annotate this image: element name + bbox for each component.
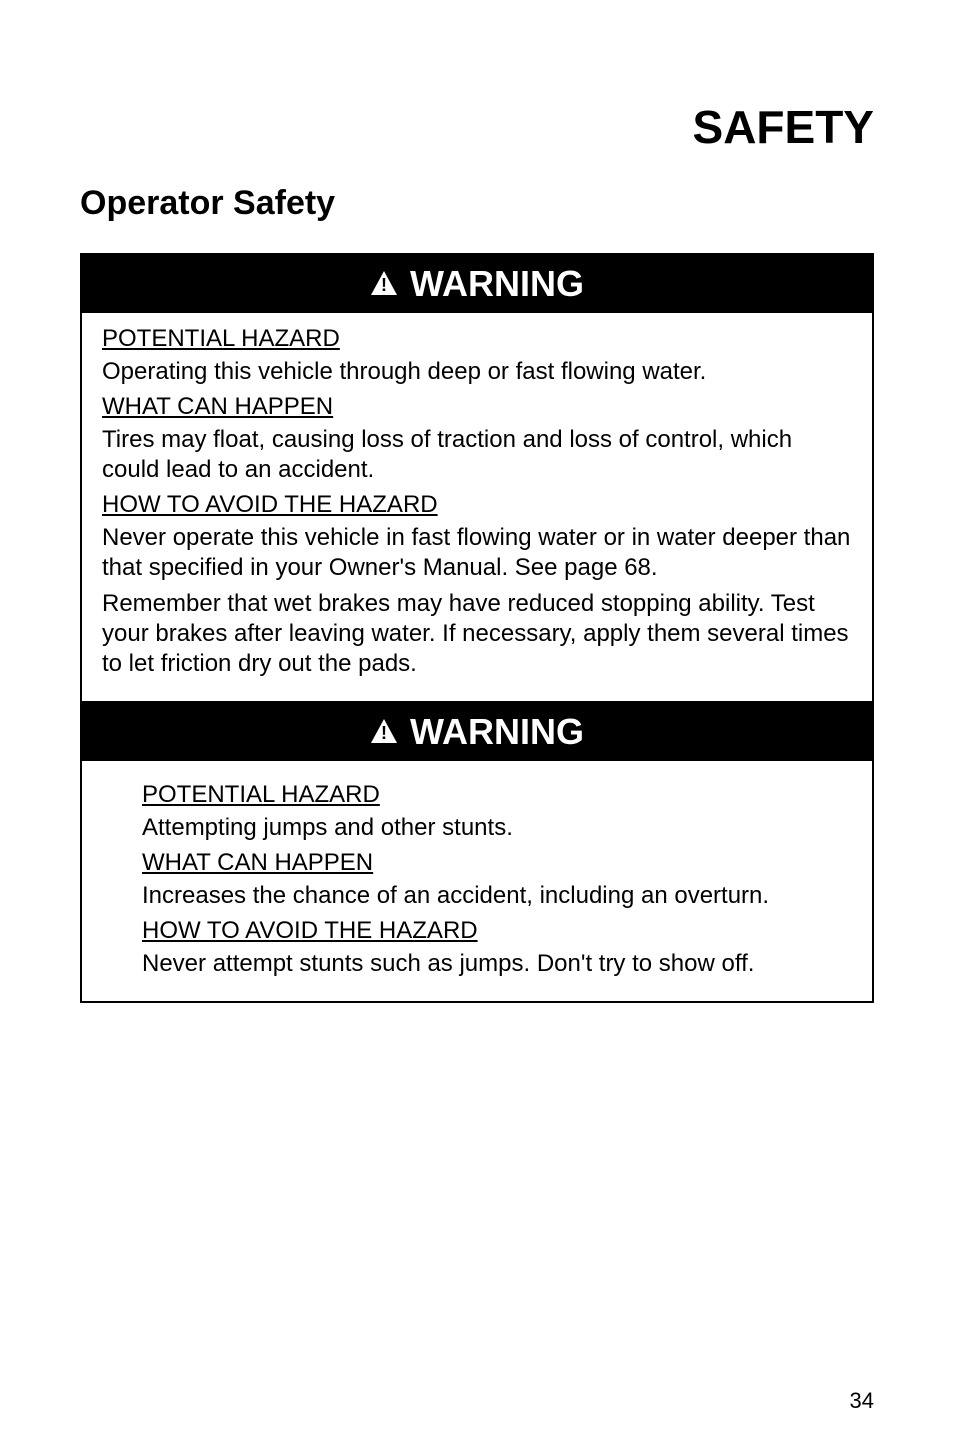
svg-text:!: ! (381, 275, 387, 295)
warning-label: WARNING (410, 711, 584, 753)
warning-body: POTENTIAL HAZARD Attempting jumps and ot… (82, 761, 872, 1001)
potential-hazard-label: POTENTIAL HAZARD (102, 325, 852, 353)
how-to-avoid-text-1: Never operate this vehicle in fast flowi… (102, 523, 852, 583)
what-can-happen-label: WHAT CAN HAPPEN (102, 393, 852, 421)
potential-hazard-label: POTENTIAL HAZARD (142, 781, 852, 809)
warning-header: ! WARNING (82, 703, 872, 761)
how-to-avoid-label: HOW TO AVOID THE HAZARD (142, 917, 852, 945)
how-to-avoid-text-1: Never attempt stunts such as jumps. Don'… (142, 949, 852, 979)
warning-triangle-icon: ! (370, 263, 398, 305)
what-can-happen-label: WHAT CAN HAPPEN (142, 849, 852, 877)
section-title: Operator Safety (80, 184, 874, 223)
warning-body: POTENTIAL HAZARD Operating this vehicle … (82, 313, 872, 701)
how-to-avoid-text-2: Remember that wet brakes may have reduce… (102, 589, 852, 679)
warning-box-1: ! WARNING POTENTIAL HAZARD Operating thi… (80, 253, 874, 703)
how-to-avoid-label: HOW TO AVOID THE HAZARD (102, 491, 852, 519)
what-can-happen-text: Increases the chance of an accident, inc… (142, 881, 852, 911)
warning-header: ! WARNING (82, 255, 872, 313)
page-number: 34 (850, 1388, 874, 1414)
what-can-happen-text: Tires may float, causing loss of tractio… (102, 425, 852, 485)
page-title: SAFETY (80, 100, 874, 154)
warning-label: WARNING (410, 263, 584, 305)
potential-hazard-text: Attempting jumps and other stunts. (142, 813, 852, 843)
potential-hazard-text: Operating this vehicle through deep or f… (102, 357, 852, 387)
warning-triangle-icon: ! (370, 711, 398, 753)
warning-box-2: ! WARNING POTENTIAL HAZARD Attempting ju… (80, 703, 874, 1003)
svg-text:!: ! (381, 723, 387, 743)
